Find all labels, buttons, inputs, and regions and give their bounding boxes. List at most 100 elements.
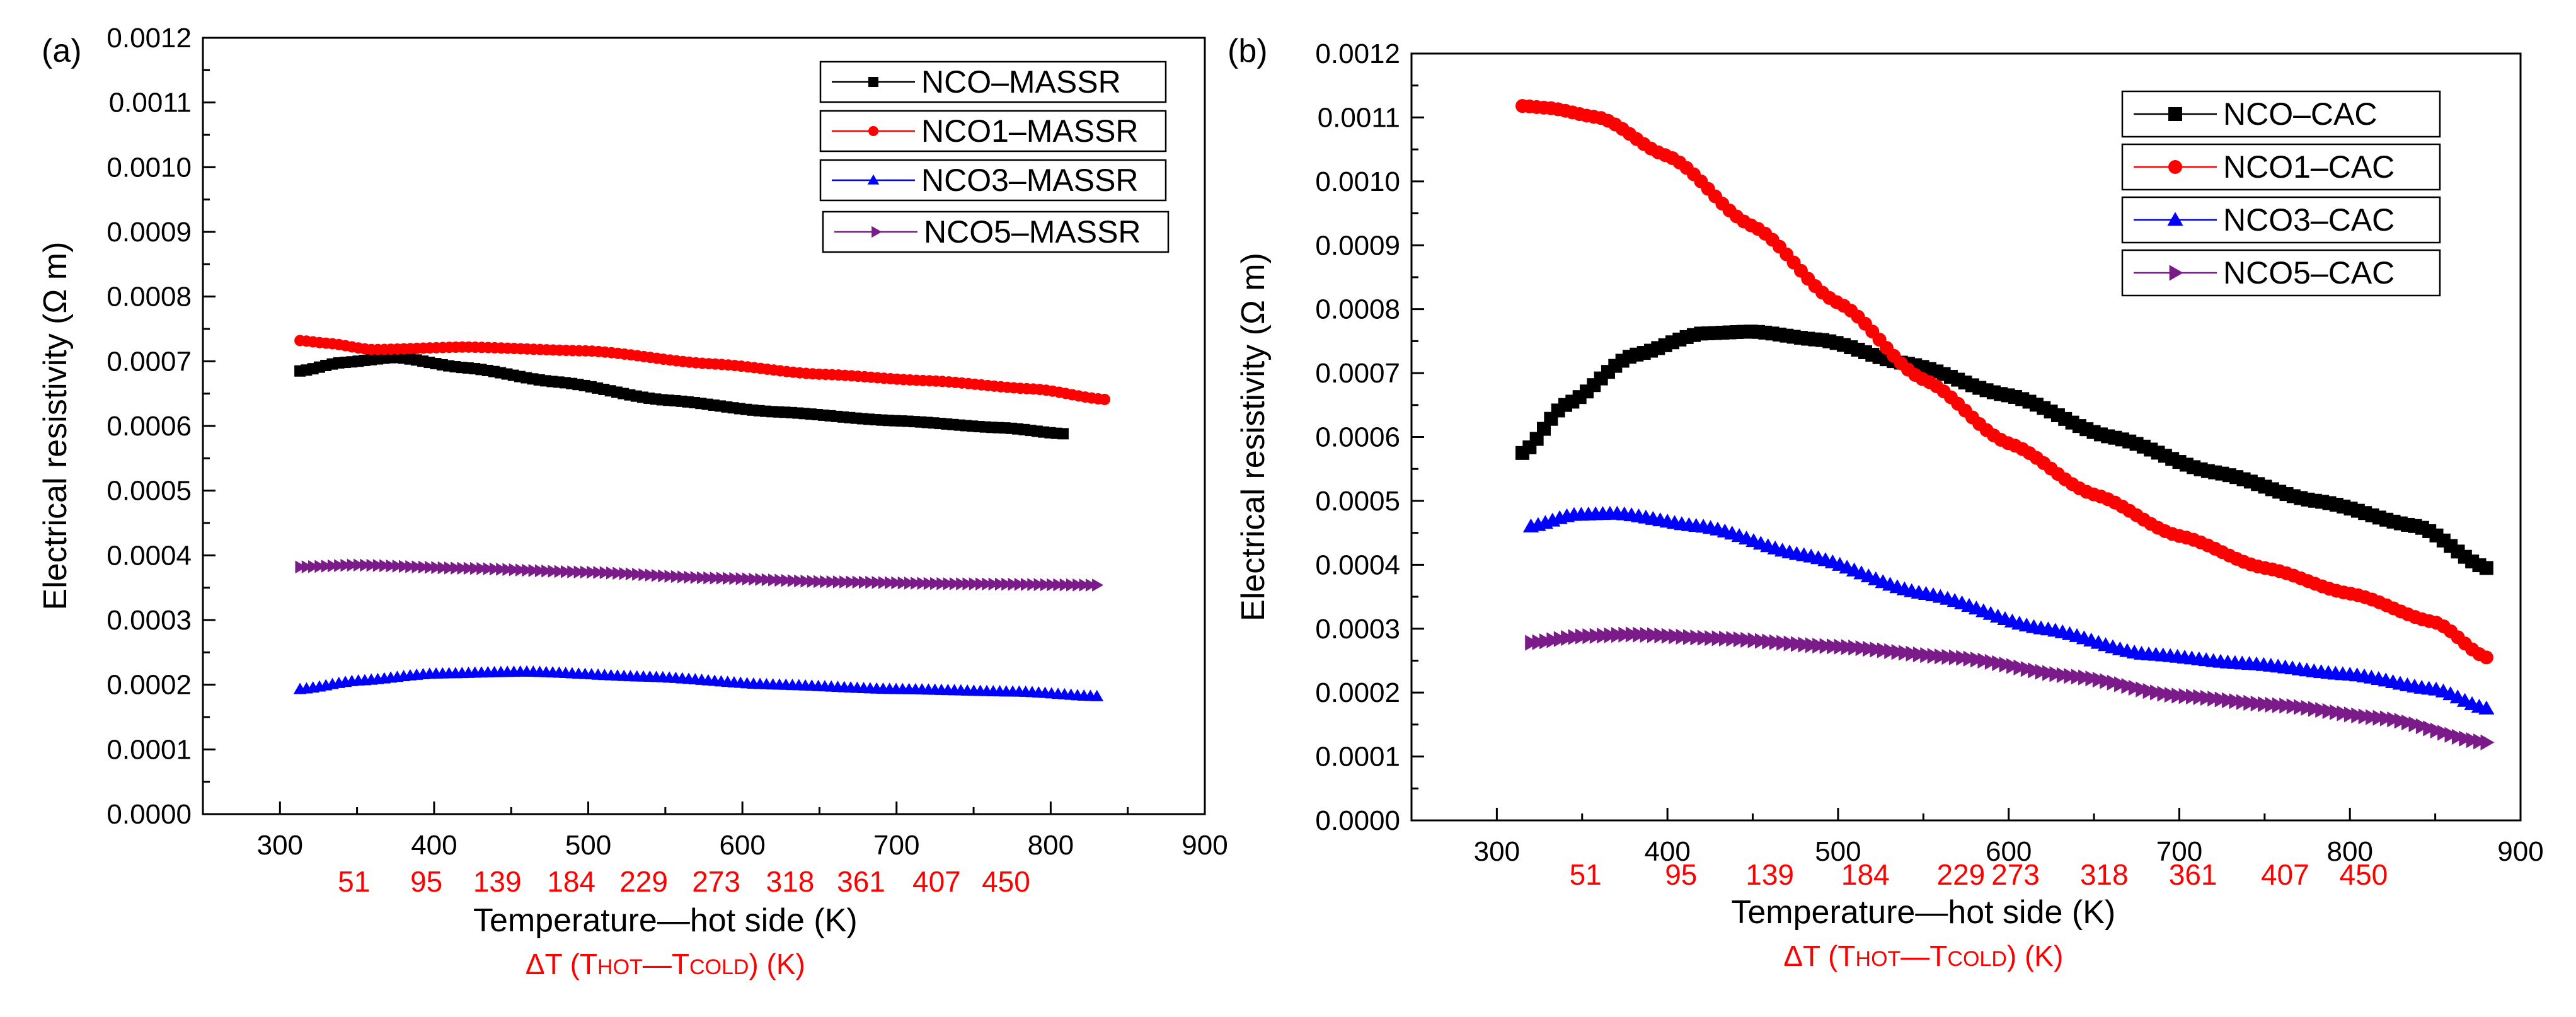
x-tick-label: 400 xyxy=(411,830,457,861)
data-point xyxy=(923,577,935,590)
data-point xyxy=(1920,647,1935,664)
data-point xyxy=(548,565,560,578)
y-tick-label: 0.0009 xyxy=(1315,230,1400,261)
x-axis-title: Temperature—hot side (K) xyxy=(473,902,858,939)
data-point xyxy=(1618,626,1633,643)
data-point xyxy=(625,567,637,581)
data-point xyxy=(405,560,417,573)
data-point xyxy=(684,570,696,584)
data-point xyxy=(852,575,864,589)
data-point xyxy=(2107,674,2121,691)
data-point xyxy=(1719,630,1734,647)
data-point xyxy=(658,569,670,583)
delta-t-title-part: ΔT (T xyxy=(526,948,597,980)
delta-t-tick-label: 184 xyxy=(547,865,595,898)
data-point xyxy=(573,565,585,579)
data-point xyxy=(2186,688,2200,705)
data-point xyxy=(1640,626,1654,643)
data-point xyxy=(749,572,761,586)
delta-t-tick-label: 51 xyxy=(338,865,370,898)
data-point xyxy=(1963,650,1977,667)
series-NCO1–MASSR xyxy=(294,335,1110,405)
data-point xyxy=(988,577,1000,591)
data-point xyxy=(868,126,878,136)
y-tick-label: 0.0004 xyxy=(106,540,192,571)
delta-t-title-part: —T xyxy=(643,948,689,980)
y-tick-label: 0.0005 xyxy=(1315,486,1400,517)
data-point xyxy=(871,575,883,589)
data-point xyxy=(1625,626,1640,643)
data-point xyxy=(398,560,410,573)
data-point xyxy=(386,559,398,573)
data-point xyxy=(599,566,611,580)
data-point xyxy=(496,563,508,576)
data-point xyxy=(327,559,339,573)
y-tick-label: 0.0005 xyxy=(106,476,192,507)
delta-t-title-part: COLD xyxy=(1947,947,2006,971)
data-point xyxy=(1553,631,1568,647)
data-point xyxy=(774,573,786,587)
data-point xyxy=(522,563,534,577)
data-point xyxy=(2092,671,2107,688)
delta-t-tick-label: 95 xyxy=(1665,858,1697,891)
delta-t-tick-label: 229 xyxy=(1937,858,1986,891)
delta-t-tick-label: 450 xyxy=(982,865,1030,898)
x-tick-label: 600 xyxy=(719,830,765,861)
data-point xyxy=(463,561,475,575)
data-point xyxy=(2142,682,2157,699)
data-point xyxy=(1948,649,1963,665)
data-point xyxy=(867,174,880,185)
data-point xyxy=(2337,705,2351,721)
data-point xyxy=(1047,578,1059,592)
data-point xyxy=(2479,561,2493,575)
panel-label: (a) xyxy=(42,33,82,69)
data-point xyxy=(587,565,599,579)
data-point xyxy=(425,561,437,574)
data-point xyxy=(826,575,838,589)
data-point xyxy=(1561,629,1575,646)
data-point xyxy=(820,575,832,589)
data-point xyxy=(1970,652,1985,668)
data-point xyxy=(2330,704,2344,720)
data-point xyxy=(2229,693,2243,710)
data-point xyxy=(2401,714,2416,731)
data-point xyxy=(1769,634,1783,650)
data-point xyxy=(891,576,903,590)
data-point xyxy=(1941,648,1956,665)
data-point xyxy=(1891,644,1906,660)
data-point xyxy=(787,574,799,587)
data-point xyxy=(677,570,689,583)
data-point xyxy=(353,558,365,572)
delta-t-title-part: COLD xyxy=(689,955,749,979)
x-tick-label: 400 xyxy=(1644,836,1690,867)
data-point xyxy=(2236,694,2250,710)
data-point xyxy=(670,570,682,583)
x-tick-label: 500 xyxy=(1815,836,1861,867)
delta-t-tick-label: 407 xyxy=(912,865,961,898)
delta-t-title-part: ) (K) xyxy=(749,948,805,980)
data-point xyxy=(735,572,747,585)
data-point xyxy=(917,577,929,590)
data-point xyxy=(1001,577,1013,591)
data-point xyxy=(372,559,384,572)
data-point xyxy=(1855,640,1870,657)
data-point xyxy=(489,562,501,576)
data-point xyxy=(1927,648,1941,664)
data-point xyxy=(1999,657,2013,673)
y-tick-label: 0.0010 xyxy=(106,152,192,183)
data-point xyxy=(379,559,391,573)
data-point xyxy=(2200,689,2214,706)
data-point xyxy=(2272,697,2286,713)
delta-t-tick-label: 139 xyxy=(1745,858,1794,891)
data-point xyxy=(1072,578,1084,592)
delta-t-tick-label: 139 xyxy=(473,865,522,898)
data-point xyxy=(1611,627,1625,643)
data-point xyxy=(1661,628,1676,644)
data-point xyxy=(2315,702,2330,718)
data-point xyxy=(2437,725,2452,741)
data-point xyxy=(567,565,579,578)
data-point xyxy=(431,561,443,575)
x-tick-label: 900 xyxy=(2497,836,2543,867)
data-point xyxy=(2167,212,2183,226)
